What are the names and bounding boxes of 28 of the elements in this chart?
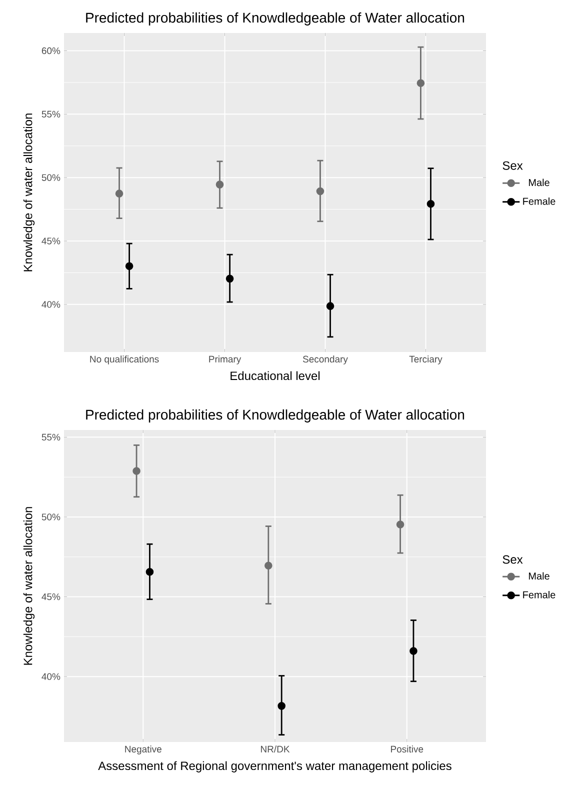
x-tick-label: Primary: [209, 356, 242, 364]
y-tick-label: 40%: [42, 301, 60, 308]
x-tick-label: NR/DK: [261, 746, 290, 753]
y-tick-label: 50%: [42, 514, 60, 520]
chart-title: Predicted probabilities of Knowdledgeable of Water allocation: [86, 409, 464, 422]
y-tick-label: 55%: [42, 434, 60, 441]
y-axis-title: Knowledge of water allocation: [23, 507, 35, 665]
y-tick-label: 45%: [42, 593, 60, 600]
legend-label: Male: [528, 178, 550, 186]
x-tick-label: Secondary: [302, 356, 348, 364]
legend-label: Female: [523, 591, 556, 598]
x-axis-title: Assessment of Regional government's water management policies: [98, 761, 452, 772]
legend-title: Sex: [502, 555, 523, 564]
x-axis-title: Educational level: [230, 371, 320, 380]
legend-label: Male: [528, 572, 550, 580]
chart-title: Predicted probabilities of Knowdledgeable of Water allocation: [86, 12, 464, 26]
y-tick-label: 40%: [42, 673, 60, 680]
y-axis-title: Knowledge of water allocation: [23, 114, 35, 272]
x-tick-label: Negative: [125, 746, 162, 754]
y-tick-label: 50%: [42, 174, 60, 181]
y-tick-label: 60%: [42, 47, 60, 54]
x-tick-label: Positive: [391, 746, 424, 753]
y-tick-label: 55%: [42, 110, 60, 118]
legend-title: Sex: [502, 161, 523, 170]
x-tick-label: Terciary: [409, 356, 442, 364]
x-tick-label: No qualifications: [90, 356, 159, 364]
y-tick-label: 45%: [42, 238, 60, 244]
legend-label: Female: [523, 197, 556, 205]
